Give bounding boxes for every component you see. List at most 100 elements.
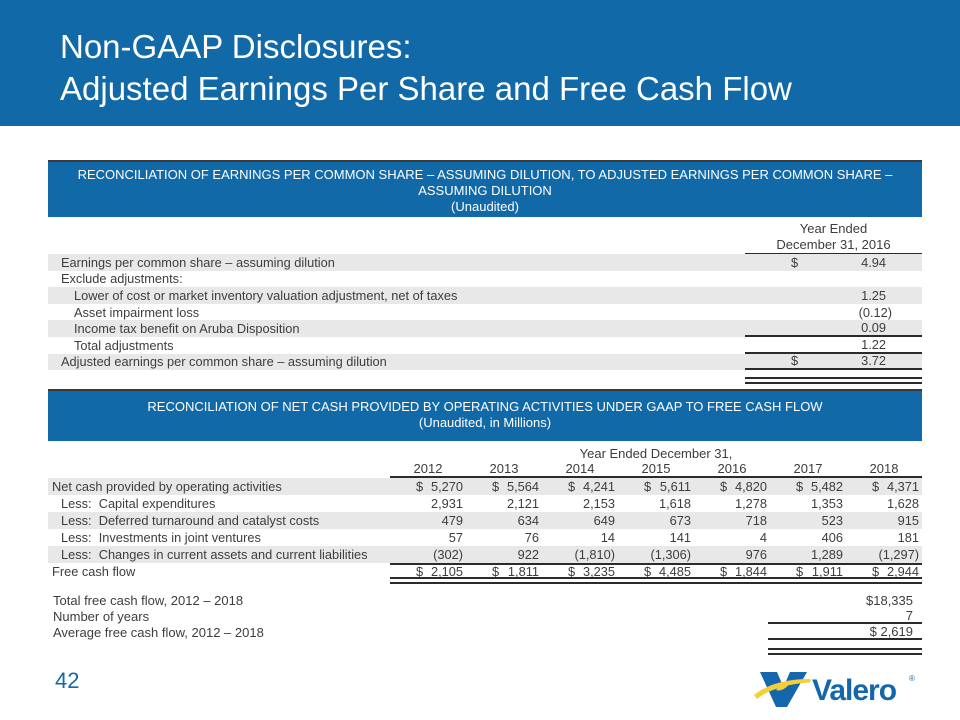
cell-value: 3,235: [582, 564, 615, 579]
year-header: 2017: [793, 461, 823, 476]
row-value: 1.25: [861, 287, 886, 303]
table-row: Net cash provided by operating activitie…: [48, 478, 922, 495]
eps-table-header-band: RECONCILIATION OF EARNINGS PER COMMON SH…: [48, 160, 922, 217]
cell-value: 2,121: [506, 496, 539, 511]
december-31-2016-label: December 31, 2016: [776, 236, 891, 252]
row-label: Lower of cost or market inventory valuat…: [74, 287, 458, 303]
cell-value: 181: [897, 530, 919, 545]
currency-symbol: $: [796, 564, 804, 579]
row-value: $18,335: [866, 592, 913, 608]
table-row: Less: Capital expenditures 2,931 2,121 2…: [48, 495, 922, 512]
cell-value: 1,911: [811, 564, 843, 579]
year-header: 2016: [717, 461, 747, 476]
table-row: Less: Deferred turnaround and catalyst c…: [48, 512, 922, 529]
cell-value: (1,297): [878, 547, 919, 562]
row-label: Asset impairment loss: [74, 304, 200, 320]
slide-title-line2: Adjusted Earnings Per Share and Free Cas…: [60, 70, 792, 107]
slide-title: Non-GAAP Disclosures: Adjusted Earnings …: [60, 26, 792, 110]
currency-symbol: $: [492, 564, 500, 579]
eps-table-column-header: Year Ended December 31, 2016: [745, 221, 922, 255]
currency-symbol: $: [791, 353, 799, 369]
row-label: Free cash flow: [52, 564, 136, 579]
row-label: Number of years: [53, 608, 150, 624]
fcf-table-rows: Net cash provided by operating activitie…: [48, 478, 922, 580]
table-row: Lower of cost or market inventory valuat…: [48, 287, 922, 304]
table-row: Asset impairment loss (0.12): [48, 304, 922, 321]
cell-value: 76: [524, 530, 539, 545]
summary-row: Total free cash flow, 2012 – 2018 $18,33…: [48, 592, 922, 608]
cell-value: 5,611: [659, 479, 691, 494]
table-row: Less: Changes in current assets and curr…: [48, 546, 922, 563]
row-label: Earnings per common share – assuming dil…: [61, 254, 335, 270]
cell-value: 141: [669, 530, 691, 545]
year-ended-label: Year Ended: [799, 221, 868, 236]
registered-mark: ®: [909, 674, 915, 683]
cell-value: 57: [448, 530, 463, 545]
cell-value: 718: [745, 513, 767, 528]
row-label: Less: Changes in current assets and curr…: [61, 547, 368, 562]
eps-table-header-line1: RECONCILIATION OF EARNINGS PER COMMON SH…: [77, 167, 893, 182]
eps-table-rows: Earnings per common share – assuming dil…: [48, 254, 922, 371]
row-label: Net cash provided by operating activitie…: [52, 479, 282, 494]
valero-swoosh-wrap-icon: [776, 685, 788, 691]
eps-reconciliation-table: RECONCILIATION OF EARNINGS PER COMMON SH…: [48, 160, 922, 388]
cell-value: 2,153: [582, 496, 615, 511]
year-header: 2015: [641, 461, 671, 476]
fcf-table-header-band: RECONCILIATION OF NET CASH PROVIDED BY O…: [48, 389, 922, 441]
currency-symbol: $: [416, 564, 424, 579]
year-ended-december-label: Year Ended December 31,: [579, 446, 733, 461]
cell-value: 673: [669, 513, 691, 528]
cell-value: 1,289: [810, 547, 843, 562]
cell-value: 523: [821, 513, 843, 528]
cell-value: 5,270: [430, 479, 463, 494]
cell-value: 4,485: [658, 564, 691, 579]
cell-value: 976: [745, 547, 767, 562]
cell-value: (302): [433, 547, 463, 562]
table-row: Total adjustments 1.22: [48, 337, 922, 354]
row-label: Income tax benefit on Aruba Disposition: [74, 321, 300, 337]
row-value: 4.94: [861, 254, 886, 270]
currency-symbol: $: [644, 479, 652, 494]
currency-symbol: $: [492, 479, 500, 494]
cell-value: 2,105: [430, 564, 463, 579]
cell-value: 5,564: [506, 479, 539, 494]
cell-value: 1,278: [734, 496, 767, 511]
cell-value: 2,944: [886, 564, 919, 579]
fcf-table-header-unaudited: (Unaudited, in Millions): [418, 415, 552, 430]
row-label: Exclude adjustments:: [61, 271, 183, 287]
row-value: 3.72: [861, 353, 886, 369]
row-label: Less: Investments in joint ventures: [61, 530, 261, 545]
row-label: Total adjustments: [74, 337, 174, 353]
fcf-summary: Total free cash flow, 2012 – 2018 $18,33…: [48, 592, 922, 656]
valero-logo-icon: Valero ®: [754, 672, 915, 707]
title-band: Non-GAAP Disclosures: Adjusted Earnings …: [0, 0, 960, 126]
year-header: 2012: [413, 461, 443, 476]
valero-wordmark: Valero: [812, 674, 897, 707]
row-label: Less: Capital expenditures: [61, 496, 216, 511]
summary-row: Average free cash flow, 2012 – 2018 $ 2,…: [48, 624, 922, 640]
fcf-reconciliation-table: RECONCILIATION OF NET CASH PROVIDED BY O…: [48, 389, 922, 599]
cell-value: 2,931: [430, 496, 463, 511]
summary-row: Number of years 7: [48, 608, 922, 624]
row-label: Adjusted earnings per common share – ass…: [61, 354, 387, 370]
currency-symbol: $: [568, 564, 576, 579]
cell-value: 4,371: [886, 479, 919, 494]
cell-value: (1,306): [650, 547, 691, 562]
year-header: 2014: [565, 461, 595, 476]
row-value: $ 2,619: [768, 624, 922, 640]
cell-value: 4,820: [734, 479, 767, 494]
cell-value: 14: [600, 530, 615, 545]
table-row: Free cash flow $2,105 $1,811 $3,235 $4,4…: [48, 563, 922, 580]
row-value: (0.12): [858, 304, 892, 320]
row-value: 1.22: [861, 336, 886, 352]
cell-value: 479: [441, 513, 463, 528]
double-rule: [768, 648, 922, 655]
valero-logo: Valero ®: [754, 666, 922, 712]
cell-value: 4,241: [582, 479, 615, 494]
table-row: Income tax benefit on Aruba Disposition …: [48, 320, 922, 337]
cell-value: 4: [759, 530, 767, 545]
table-row: Earnings per common share – assuming dil…: [48, 254, 922, 271]
cell-value: 406: [821, 530, 843, 545]
eps-table-header-unaudited: (Unaudited): [451, 199, 519, 214]
